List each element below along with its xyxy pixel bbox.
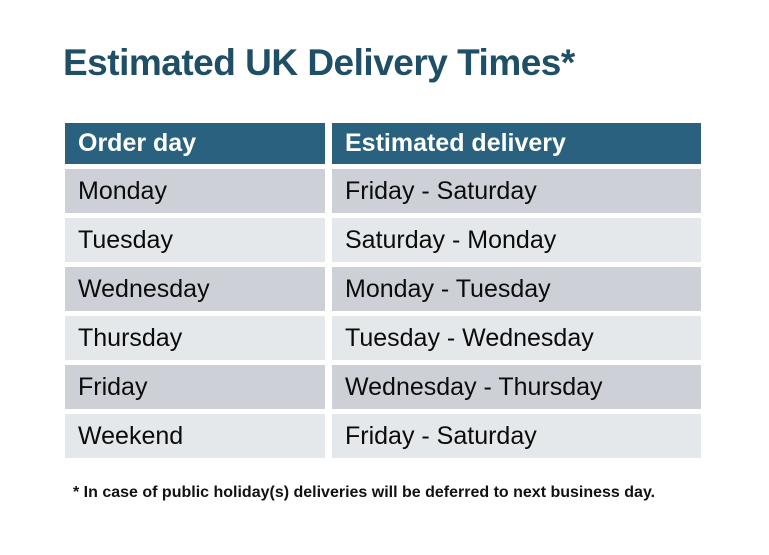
footnote: * In case of public holiday(s) deliverie… (73, 484, 656, 501)
estimated-delivery-cell: Monday - Tuesday (332, 267, 701, 311)
order-day-cell: Friday (65, 365, 325, 409)
estimated-delivery-cell: Tuesday - Wednesday (332, 316, 701, 360)
estimated-delivery-cell: Friday - Saturday (332, 414, 701, 458)
delivery-times-table: Order day Estimated delivery Monday Frid… (65, 123, 701, 458)
estimated-delivery-cell: Wednesday - Thursday (332, 365, 701, 409)
estimated-delivery-cell: Saturday - Monday (332, 218, 701, 262)
order-day-cell: Monday (65, 169, 325, 213)
column-header-order-day: Order day (65, 123, 325, 164)
estimated-delivery-cell: Friday - Saturday (332, 169, 701, 213)
order-day-cell: Thursday (65, 316, 325, 360)
page-title: Estimated UK Delivery Times* (63, 42, 575, 83)
order-day-cell: Weekend (65, 414, 325, 458)
order-day-cell: Tuesday (65, 218, 325, 262)
column-header-estimated-delivery: Estimated delivery (332, 123, 701, 164)
order-day-cell: Wednesday (65, 267, 325, 311)
